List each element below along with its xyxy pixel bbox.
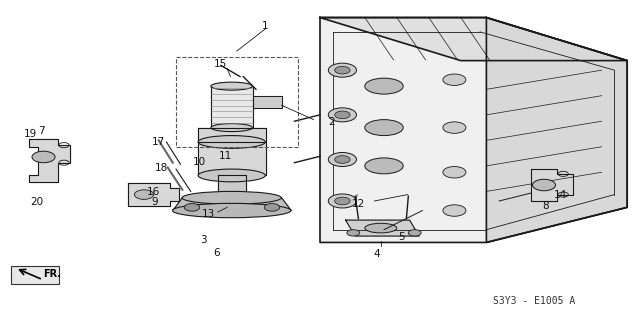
Circle shape <box>328 63 356 77</box>
Text: 18: 18 <box>155 163 168 174</box>
Text: 14: 14 <box>554 189 566 200</box>
Ellipse shape <box>365 158 403 174</box>
Polygon shape <box>320 18 627 61</box>
Ellipse shape <box>211 82 253 90</box>
Text: 11: 11 <box>219 151 232 161</box>
Polygon shape <box>531 169 573 201</box>
Circle shape <box>134 190 154 199</box>
Text: 7: 7 <box>38 126 45 136</box>
Circle shape <box>408 230 421 236</box>
Circle shape <box>328 152 356 167</box>
Polygon shape <box>346 220 419 236</box>
Text: 2: 2 <box>328 117 335 127</box>
Text: 6: 6 <box>213 248 220 258</box>
Text: S3Y3 - E1005 A: S3Y3 - E1005 A <box>493 296 575 307</box>
Circle shape <box>443 205 466 216</box>
Text: 3: 3 <box>200 235 207 245</box>
Text: 4: 4 <box>373 249 380 259</box>
Text: 9: 9 <box>152 197 158 207</box>
Text: FR.: FR. <box>43 269 61 279</box>
Bar <box>11 266 59 284</box>
Circle shape <box>335 156 350 163</box>
Circle shape <box>32 151 55 163</box>
Text: 16: 16 <box>147 187 160 197</box>
Ellipse shape <box>365 223 397 233</box>
Polygon shape <box>253 96 282 108</box>
Polygon shape <box>198 142 266 175</box>
Circle shape <box>347 230 360 236</box>
Text: 13: 13 <box>202 209 214 219</box>
Text: 1: 1 <box>262 20 269 31</box>
Circle shape <box>443 122 466 133</box>
Circle shape <box>335 66 350 74</box>
Text: 5: 5 <box>399 232 405 242</box>
Text: 15: 15 <box>214 59 227 70</box>
Ellipse shape <box>182 191 282 204</box>
Circle shape <box>335 111 350 119</box>
Ellipse shape <box>173 204 291 218</box>
Ellipse shape <box>365 120 403 136</box>
Ellipse shape <box>211 123 253 132</box>
Ellipse shape <box>365 78 403 94</box>
Circle shape <box>443 167 466 178</box>
Polygon shape <box>173 198 291 211</box>
Text: 10: 10 <box>193 157 206 167</box>
Circle shape <box>335 197 350 205</box>
Text: 12: 12 <box>352 198 365 209</box>
Circle shape <box>443 74 466 85</box>
Circle shape <box>328 194 356 208</box>
Circle shape <box>328 108 356 122</box>
Text: 8: 8 <box>542 201 548 211</box>
Text: 20: 20 <box>31 197 44 207</box>
Text: 19: 19 <box>24 129 37 139</box>
Text: 17: 17 <box>152 137 165 147</box>
Polygon shape <box>211 86 253 128</box>
Polygon shape <box>29 139 70 182</box>
Ellipse shape <box>198 136 266 148</box>
Polygon shape <box>128 183 179 206</box>
Circle shape <box>532 179 556 191</box>
Circle shape <box>264 204 280 211</box>
Polygon shape <box>218 175 246 198</box>
Ellipse shape <box>198 169 266 182</box>
Circle shape <box>184 204 200 211</box>
Polygon shape <box>486 18 627 242</box>
Polygon shape <box>320 18 627 242</box>
Polygon shape <box>198 128 266 142</box>
